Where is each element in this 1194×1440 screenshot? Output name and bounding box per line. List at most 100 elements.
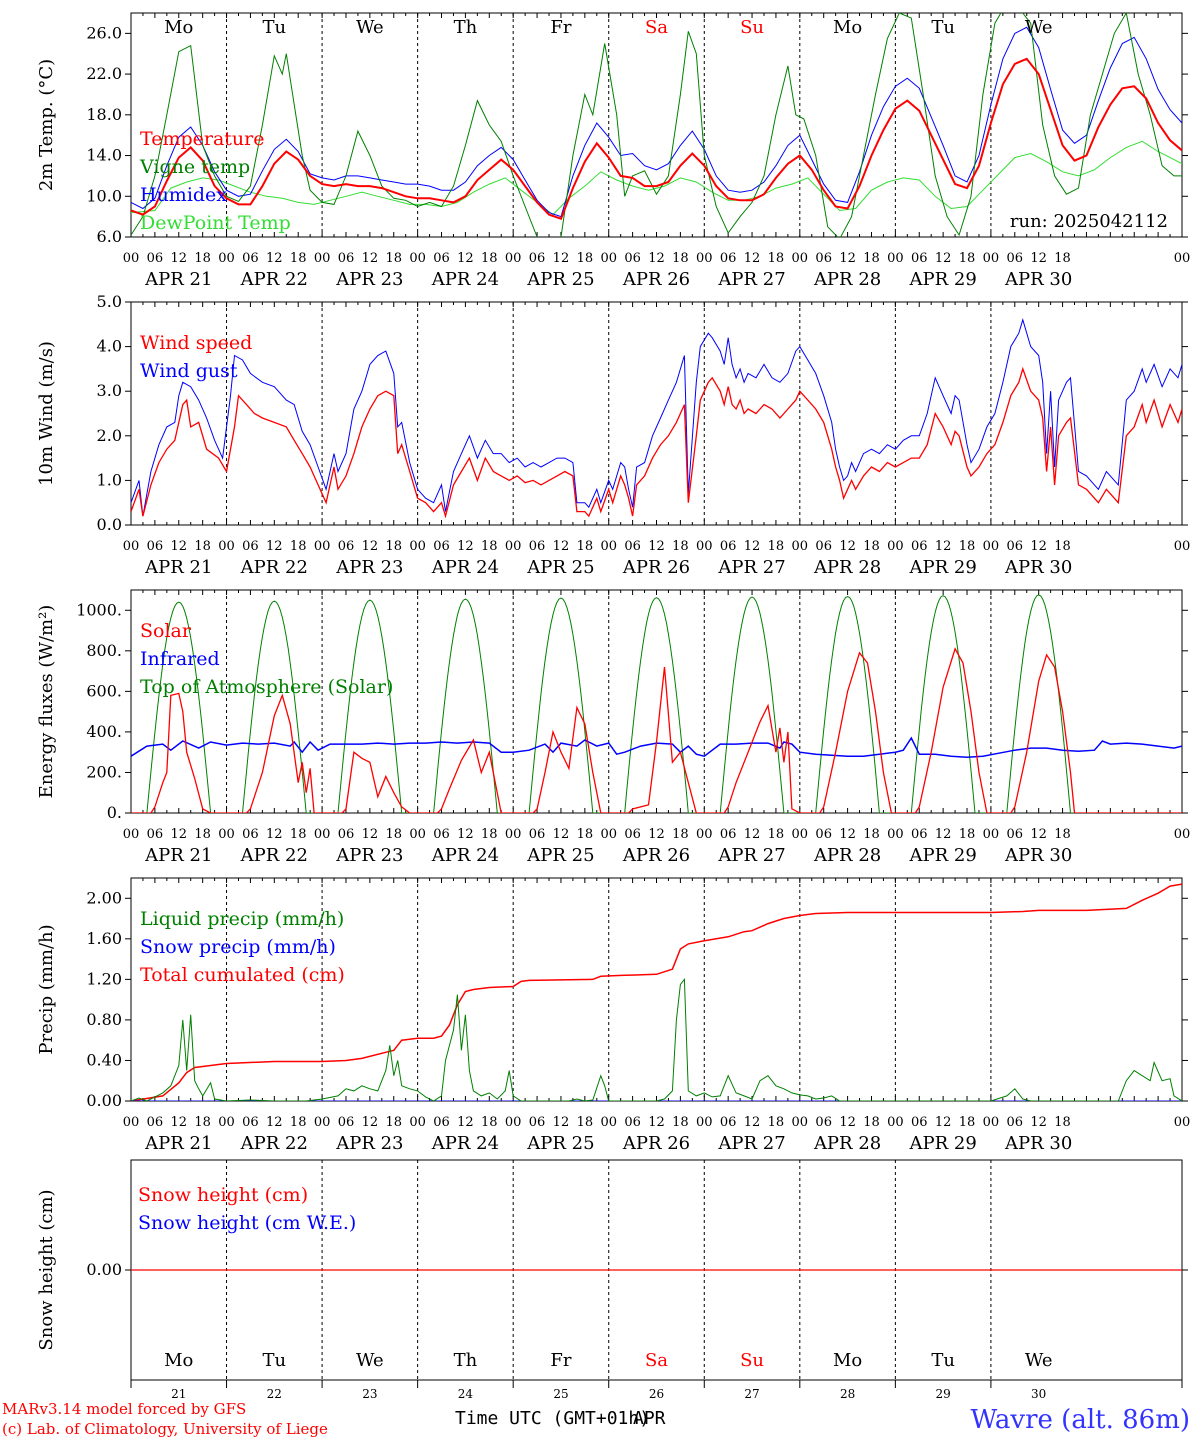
hour-tick-label: 12 [744, 251, 761, 266]
date-label: APR 23 [335, 269, 403, 290]
hour-tick-label: 06 [529, 827, 546, 842]
hour-tick-label: 18 [959, 251, 976, 266]
weekday-label: Tu [263, 17, 287, 38]
date-label: APR 25 [526, 845, 594, 866]
date-label: APR 24 [431, 1133, 499, 1154]
hour-tick-label: 12 [648, 251, 665, 266]
y-tick-label: 18.0 [86, 105, 122, 124]
hour-tick-label: 00 [983, 827, 1000, 842]
hour-tick-label: 00 [600, 827, 617, 842]
hour-tick-label: 12 [1030, 827, 1047, 842]
hour-tick-label: 18 [672, 251, 689, 266]
hour-tick-label: 06 [147, 539, 164, 554]
hour-tick-label: 06 [433, 1115, 450, 1130]
hour-tick-label: 12 [648, 827, 665, 842]
hour-tick-label: 00 [123, 1115, 140, 1130]
date-label: APR 25 [526, 557, 594, 578]
hour-tick-label: 06 [911, 827, 928, 842]
hour-tick-label: 06 [624, 827, 641, 842]
date-label: APR 30 [1004, 845, 1072, 866]
hour-tick-label: 00 [792, 827, 809, 842]
date-label: APR 28 [813, 557, 881, 578]
hour-tick-label: 06 [242, 1115, 259, 1130]
series-total-cumulated-cm [131, 883, 1182, 1101]
hour-tick-label: 12 [457, 827, 474, 842]
hour-tick-label: 00 [887, 1115, 904, 1130]
date-number-label: 27 [744, 1387, 759, 1401]
hour-tick-label: 12 [839, 539, 856, 554]
hour-tick-label: 18 [863, 827, 880, 842]
hour-tick-label: 12 [1030, 539, 1047, 554]
date-label: APR 27 [717, 557, 785, 578]
hour-tick-label: 12 [553, 539, 570, 554]
weekday-label: Mo [164, 1350, 193, 1371]
lab-credit-text: (c) Lab. of Climatology, University of L… [2, 1420, 328, 1438]
hour-tick-label: 06 [720, 1115, 737, 1130]
weekday-label: Su [740, 1350, 764, 1371]
y-axis-label: 2m Temp. (°C) [36, 59, 57, 191]
hour-tick-label: 00 [409, 539, 426, 554]
hour-tick-label: 06 [433, 251, 450, 266]
date-label: APR 26 [622, 845, 690, 866]
hour-tick-label: 06 [815, 827, 832, 842]
date-label: APR 22 [240, 557, 308, 578]
y-tick-label: 2.00 [86, 888, 122, 907]
legend-entry: Liquid precip (mm/h) [140, 908, 344, 930]
weekday-label: Mo [833, 17, 862, 38]
hour-tick-label: 12 [935, 251, 952, 266]
hour-tick-label: 00 [887, 251, 904, 266]
hour-tick-label: 12 [839, 827, 856, 842]
y-axis-label: 10m Wind (m/s) [36, 341, 57, 486]
y-tick-label: 600. [86, 681, 122, 700]
weekday-label: Su [740, 17, 764, 38]
date-label: APR 28 [813, 1133, 881, 1154]
hour-tick-label: 18 [959, 827, 976, 842]
hour-tick-label: 12 [362, 1115, 379, 1130]
hour-tick-label: 12 [457, 539, 474, 554]
hour-tick-label: 06 [911, 539, 928, 554]
hour-tick-label: 18 [290, 827, 307, 842]
panel-wind: 00 06 12 18 APR 21 00 06 12 18 APR 22 00 06 12 18 APR … [36, 292, 1190, 578]
y-tick-label: 6.0 [97, 227, 122, 246]
y-tick-label: 0. [107, 803, 122, 822]
plot-area [131, 318, 1182, 519]
hour-tick-label: 06 [1007, 1115, 1024, 1130]
hour-tick-label: 12 [266, 1115, 283, 1130]
date-label: APR 26 [622, 269, 690, 290]
hour-tick-label: 18 [959, 539, 976, 554]
hour-tick-label: 00 [792, 251, 809, 266]
hour-tick-label: 00 [409, 251, 426, 266]
panel-precip: 00 06 12 18 APR 21 00 06 12 18 APR 22 00 06 12 18 APR … [36, 877, 1190, 1154]
hour-tick-label: 12 [170, 1115, 187, 1130]
legend-entry: Snow precip (mm/h) [140, 936, 336, 958]
date-label: APR 30 [1004, 557, 1072, 578]
hour-tick-label: 00 [1174, 539, 1191, 554]
hour-tick-label: 00 [314, 1115, 331, 1130]
hour-tick-label: 06 [338, 1115, 355, 1130]
legend-entry: Wind speed [140, 332, 252, 354]
date-label: APR 26 [622, 557, 690, 578]
date-label: APR 30 [1004, 269, 1072, 290]
hour-tick-label: 18 [959, 1115, 976, 1130]
hour-tick-label: 06 [1007, 827, 1024, 842]
date-number-label: 23 [362, 1387, 377, 1401]
series-top-of-atmosphere-solar [142, 594, 1075, 813]
hour-tick-label: 06 [242, 827, 259, 842]
hour-tick-label: 12 [935, 827, 952, 842]
hour-tick-label: 18 [290, 1115, 307, 1130]
hour-tick-label: 18 [672, 1115, 689, 1130]
date-number-label: 30 [1031, 1387, 1046, 1401]
weekday-label: Tu [263, 1350, 287, 1371]
hour-tick-label: 00 [505, 251, 522, 266]
model-credit-text: MARv3.14 model forced by GFS [2, 1400, 246, 1418]
hour-tick-label: 12 [648, 539, 665, 554]
hour-tick-label: 06 [242, 539, 259, 554]
date-number-label: 24 [458, 1387, 474, 1401]
panel-frame [130, 301, 1183, 526]
weekday-label: Sa [645, 17, 668, 38]
date-label: APR 21 [144, 845, 212, 866]
date-label: APR 28 [813, 845, 881, 866]
hour-tick-label: 18 [577, 251, 594, 266]
hour-tick-label: 12 [553, 1115, 570, 1130]
legend-entry: Total cumulated (cm) [140, 964, 345, 986]
